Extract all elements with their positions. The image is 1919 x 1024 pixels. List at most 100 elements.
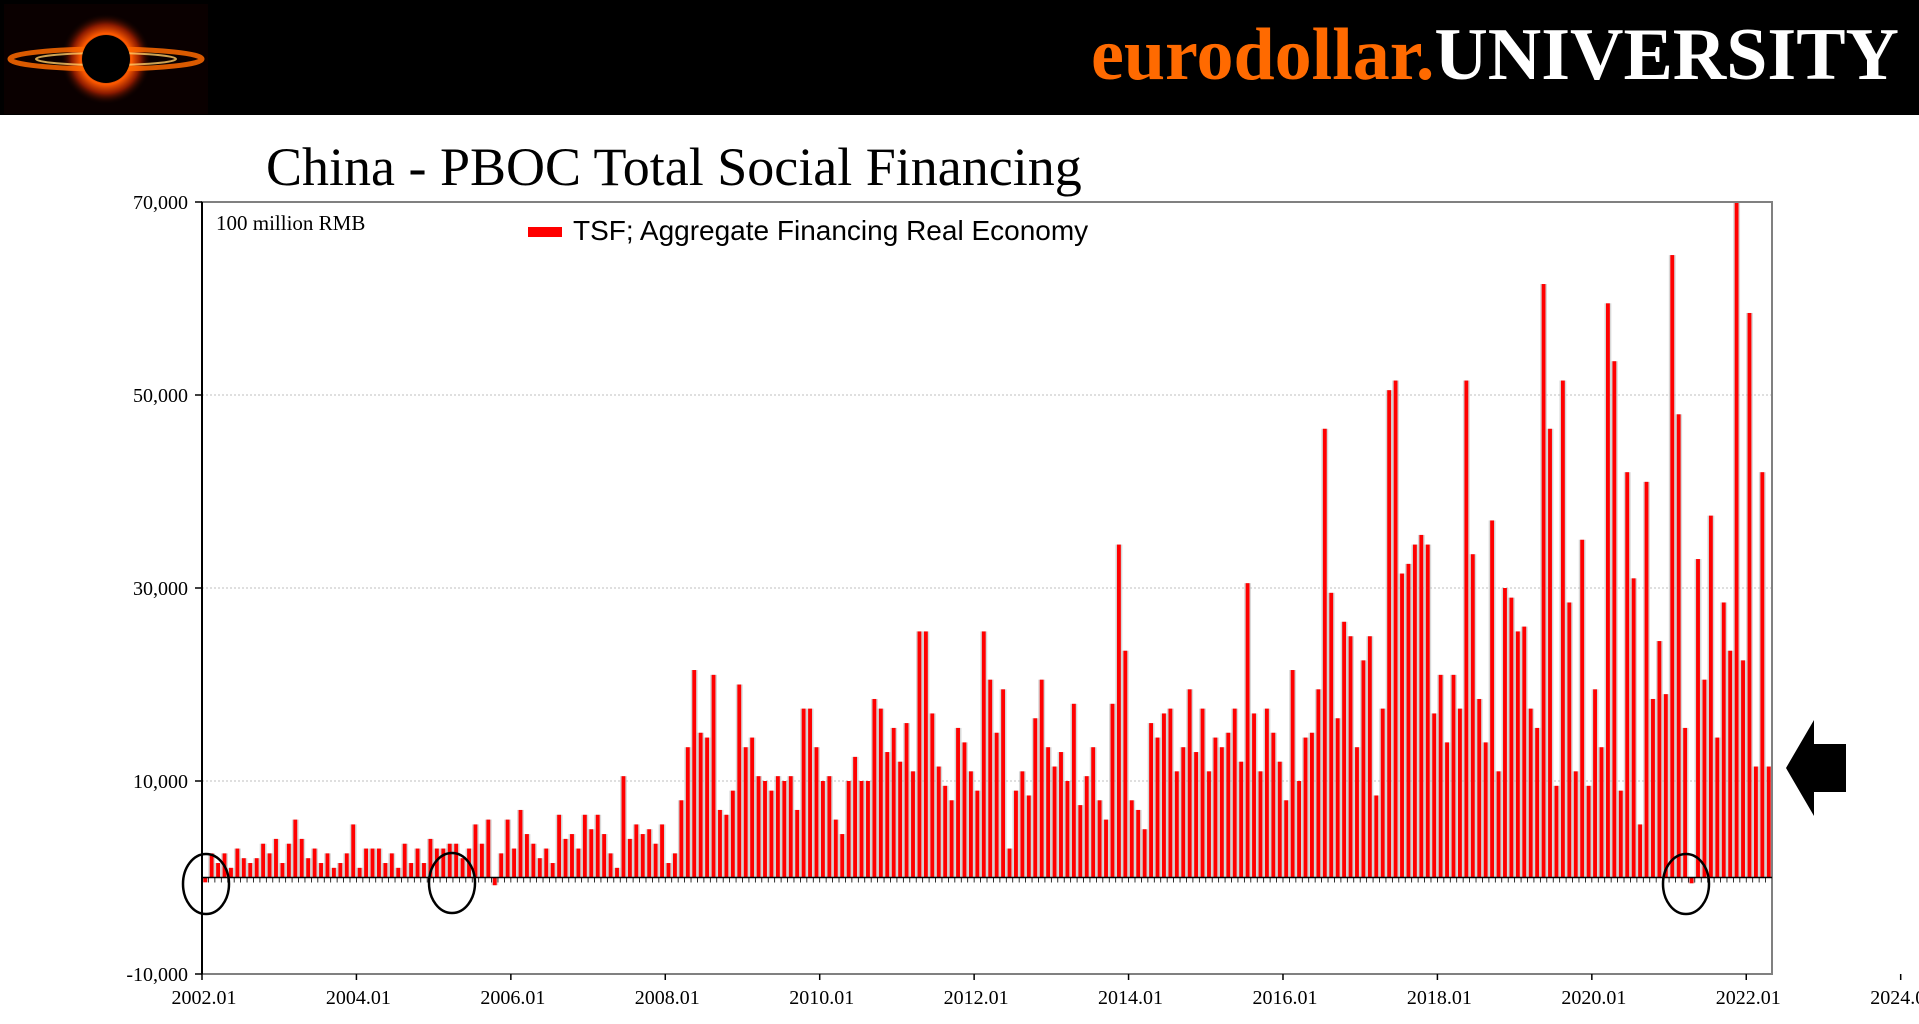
circle-marker-2005: [427, 851, 477, 915]
bar: [261, 843, 266, 878]
bar: [853, 756, 858, 878]
bar: [1425, 544, 1430, 878]
bar: [537, 858, 542, 878]
bar: [1496, 771, 1501, 878]
bar: [1284, 800, 1289, 878]
bar: [286, 843, 291, 878]
bar: [1387, 390, 1392, 878]
bar: [525, 834, 529, 878]
bar: [203, 877, 208, 883]
bar: [1528, 708, 1533, 878]
bar: [595, 814, 600, 878]
bar: [1297, 781, 1301, 878]
bar: [1322, 428, 1327, 878]
bar: [1560, 380, 1565, 878]
bar: [1676, 414, 1681, 878]
circle-marker-2002: [181, 852, 231, 916]
bar: [1084, 776, 1089, 878]
bar: [473, 824, 478, 878]
bar: [299, 838, 304, 878]
bar: [1554, 785, 1559, 878]
y-tick-label: -10,000: [126, 964, 188, 986]
circle-marker-2024: [1661, 852, 1711, 916]
bar: [1541, 284, 1546, 878]
bar: [949, 800, 954, 878]
bar: [428, 838, 433, 878]
bar: [1168, 708, 1173, 878]
bar: [1599, 747, 1604, 878]
bar: [647, 829, 652, 878]
bar: [827, 776, 832, 878]
bar: [698, 732, 703, 878]
bar: [499, 853, 504, 878]
bar: [769, 790, 774, 878]
bar: [1618, 790, 1623, 878]
bar: [267, 853, 272, 878]
bar: [1380, 708, 1385, 878]
bar: [254, 858, 259, 878]
bar: [1445, 742, 1449, 878]
bar: [1110, 703, 1115, 878]
bar: [1219, 747, 1224, 878]
bar: [711, 674, 716, 878]
unit-label: 100 million RMB: [216, 211, 365, 235]
bar: [634, 824, 639, 878]
bar: [550, 863, 555, 878]
bar: [1451, 674, 1456, 878]
bar: [833, 819, 838, 878]
bar: [396, 867, 401, 878]
bar: [1020, 771, 1025, 878]
bar: [1605, 303, 1610, 878]
bar: [1580, 539, 1585, 878]
bar: [1683, 727, 1688, 878]
bar: [705, 737, 710, 878]
brand-wordmark: eurodollar.UNIVERSITY: [1091, 10, 1899, 100]
bar: [1264, 708, 1269, 878]
bar: [1078, 805, 1083, 878]
bar: [1715, 737, 1720, 878]
bar: [1483, 742, 1488, 878]
bar: [1277, 761, 1282, 878]
bar: [1689, 877, 1694, 884]
bar: [415, 848, 420, 878]
bar: [653, 843, 658, 878]
bar: [1400, 573, 1404, 878]
x-tick-label: 2020.01: [1561, 987, 1626, 1009]
bar: [544, 848, 549, 878]
bar: [981, 631, 986, 878]
bar: [1361, 660, 1366, 878]
bar: [1644, 481, 1649, 878]
bar: [1187, 689, 1192, 878]
bar: [1734, 202, 1739, 878]
bar: [389, 853, 394, 878]
bar: [737, 684, 742, 878]
y-axis-ticks: 70,000 50,000 30,000 10,000 -10,000: [126, 192, 202, 986]
bar: [1174, 771, 1179, 878]
bar: [402, 843, 407, 878]
bar: [660, 824, 664, 878]
bar: [1065, 781, 1070, 878]
bar: [1631, 578, 1636, 878]
bar: [1535, 727, 1540, 878]
x-tick-label: 2004.01: [326, 987, 391, 1009]
bar: [1303, 737, 1308, 878]
bar: [486, 819, 491, 878]
bar: [801, 708, 806, 878]
bar: [1116, 544, 1121, 878]
bar: [312, 848, 317, 878]
bar: [576, 848, 581, 878]
bar: [994, 732, 999, 878]
bar: [479, 843, 484, 878]
bar: [1007, 848, 1012, 878]
bar: [1181, 747, 1186, 878]
bar: [956, 727, 960, 878]
bar: [518, 809, 523, 878]
bar: [1239, 761, 1244, 878]
bar: [454, 843, 459, 878]
x-tick-label: 2022.01: [1716, 987, 1781, 1009]
bar: [1708, 515, 1713, 878]
bar: [364, 848, 369, 878]
bar: [1522, 626, 1527, 878]
bar: [891, 727, 896, 878]
bar: [775, 776, 780, 878]
